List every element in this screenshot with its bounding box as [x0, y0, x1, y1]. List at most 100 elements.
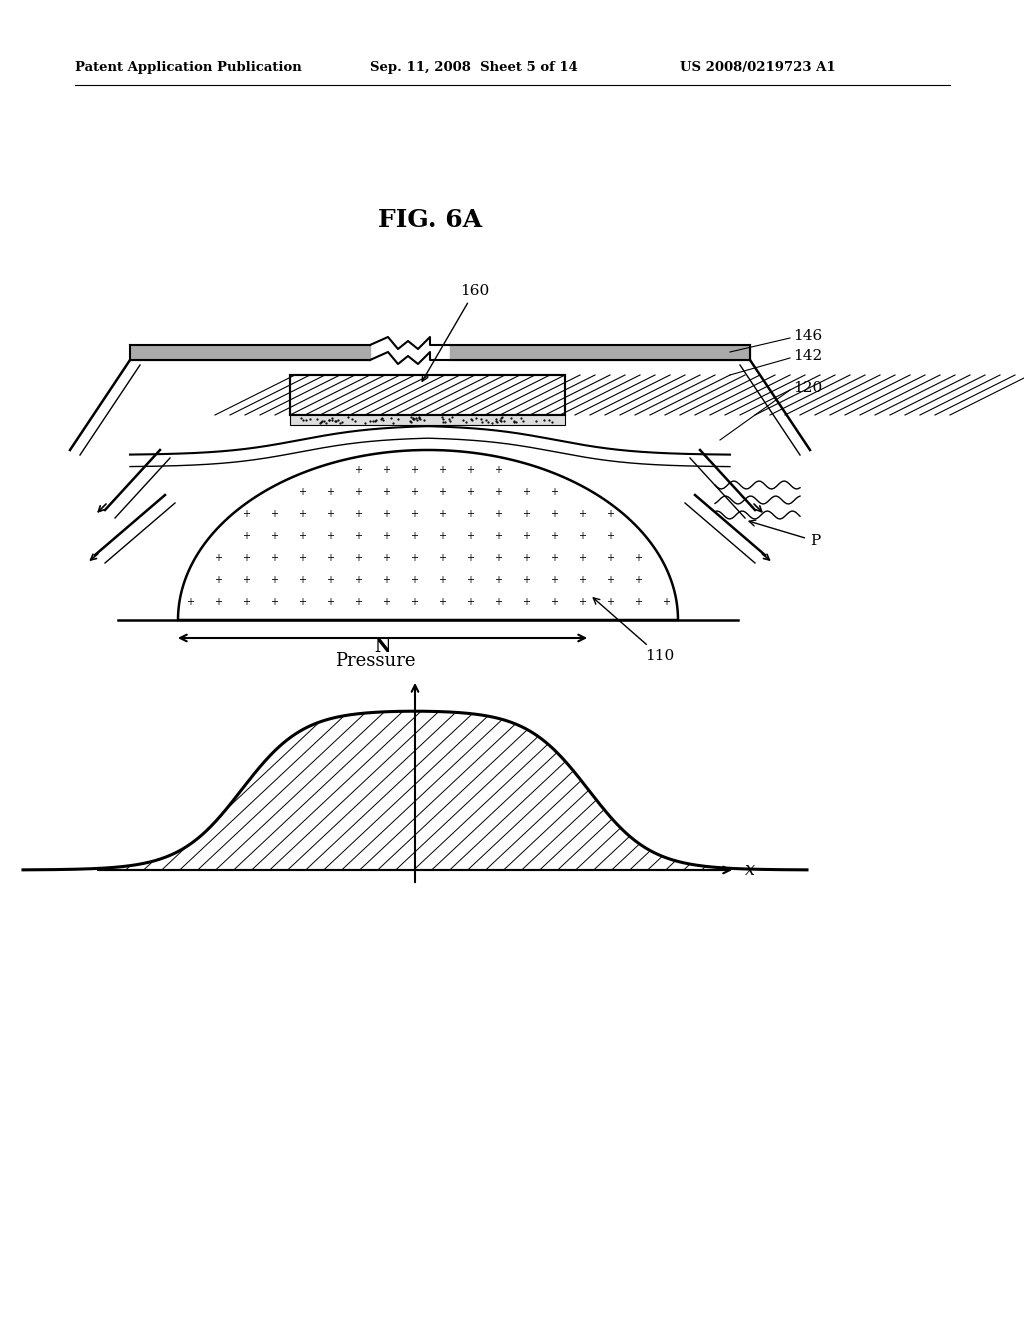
Text: +: + [270, 553, 278, 564]
Text: +: + [494, 487, 502, 498]
Text: +: + [494, 465, 502, 475]
Text: +: + [270, 531, 278, 541]
Text: +: + [410, 531, 418, 541]
Text: +: + [270, 576, 278, 585]
Text: +: + [270, 510, 278, 519]
Text: +: + [662, 597, 670, 607]
Text: x: x [744, 861, 755, 879]
Text: +: + [522, 531, 530, 541]
Text: +: + [382, 531, 390, 541]
Text: +: + [410, 553, 418, 564]
Text: +: + [438, 576, 446, 585]
Text: +: + [578, 531, 586, 541]
Text: +: + [382, 465, 390, 475]
Text: +: + [550, 531, 558, 541]
Text: +: + [550, 576, 558, 585]
Text: +: + [382, 487, 390, 498]
Text: +: + [634, 553, 642, 564]
Text: FIG. 6A: FIG. 6A [378, 209, 482, 232]
Text: +: + [242, 553, 250, 564]
Text: +: + [214, 597, 222, 607]
Text: +: + [354, 510, 362, 519]
Text: +: + [354, 553, 362, 564]
Text: +: + [522, 510, 530, 519]
Text: +: + [550, 487, 558, 498]
Text: +: + [270, 597, 278, 607]
Text: +: + [494, 531, 502, 541]
Text: +: + [298, 487, 306, 498]
Text: Patent Application Publication: Patent Application Publication [75, 62, 302, 74]
Text: +: + [466, 510, 474, 519]
Text: +: + [410, 597, 418, 607]
Text: +: + [550, 553, 558, 564]
Text: +: + [522, 553, 530, 564]
Text: 160: 160 [422, 284, 489, 381]
Text: +: + [438, 597, 446, 607]
Text: 120: 120 [793, 381, 822, 395]
Text: +: + [382, 510, 390, 519]
Text: +: + [494, 553, 502, 564]
Text: +: + [326, 487, 334, 498]
Text: Pressure: Pressure [335, 652, 416, 671]
Text: +: + [466, 487, 474, 498]
Text: +: + [438, 510, 446, 519]
Text: +: + [298, 553, 306, 564]
Text: +: + [606, 576, 614, 585]
Text: +: + [634, 576, 642, 585]
Text: +: + [466, 553, 474, 564]
Text: +: + [578, 510, 586, 519]
Text: +: + [214, 576, 222, 585]
Text: +: + [466, 576, 474, 585]
Text: +: + [550, 510, 558, 519]
Text: +: + [466, 597, 474, 607]
Text: +: + [410, 576, 418, 585]
Text: Sep. 11, 2008  Sheet 5 of 14: Sep. 11, 2008 Sheet 5 of 14 [370, 62, 578, 74]
Text: +: + [410, 465, 418, 475]
Text: +: + [354, 597, 362, 607]
Text: +: + [382, 576, 390, 585]
Polygon shape [178, 450, 678, 620]
Text: +: + [606, 597, 614, 607]
Text: +: + [298, 510, 306, 519]
Text: +: + [550, 597, 558, 607]
Text: +: + [326, 553, 334, 564]
Bar [290, 414, 565, 425]
Text: +: + [606, 531, 614, 541]
Text: +: + [326, 510, 334, 519]
Text: +: + [494, 576, 502, 585]
Text: +: + [326, 531, 334, 541]
Text: +: + [606, 510, 614, 519]
Text: +: + [242, 531, 250, 541]
Text: 142: 142 [793, 348, 822, 363]
Text: +: + [578, 576, 586, 585]
Text: +: + [298, 576, 306, 585]
Text: +: + [354, 531, 362, 541]
Text: +: + [438, 465, 446, 475]
Text: +: + [522, 597, 530, 607]
Text: +: + [298, 597, 306, 607]
Text: +: + [354, 465, 362, 475]
Text: 146: 146 [793, 329, 822, 343]
Text: +: + [578, 553, 586, 564]
Text: +: + [214, 553, 222, 564]
Text: +: + [410, 487, 418, 498]
Text: +: + [242, 576, 250, 585]
Text: +: + [326, 597, 334, 607]
Text: +: + [354, 576, 362, 585]
Text: +: + [494, 597, 502, 607]
Text: +: + [494, 510, 502, 519]
Text: +: + [382, 597, 390, 607]
Text: 110: 110 [593, 598, 674, 663]
Text: +: + [466, 531, 474, 541]
Bar [290, 375, 565, 414]
Text: P: P [750, 520, 820, 548]
Text: +: + [634, 597, 642, 607]
Text: +: + [354, 487, 362, 498]
Text: +: + [326, 576, 334, 585]
Text: US 2008/0219723 A1: US 2008/0219723 A1 [680, 62, 836, 74]
Text: N: N [374, 638, 391, 656]
Polygon shape [23, 711, 807, 870]
Text: +: + [410, 510, 418, 519]
Text: +: + [438, 487, 446, 498]
Text: +: + [186, 597, 194, 607]
